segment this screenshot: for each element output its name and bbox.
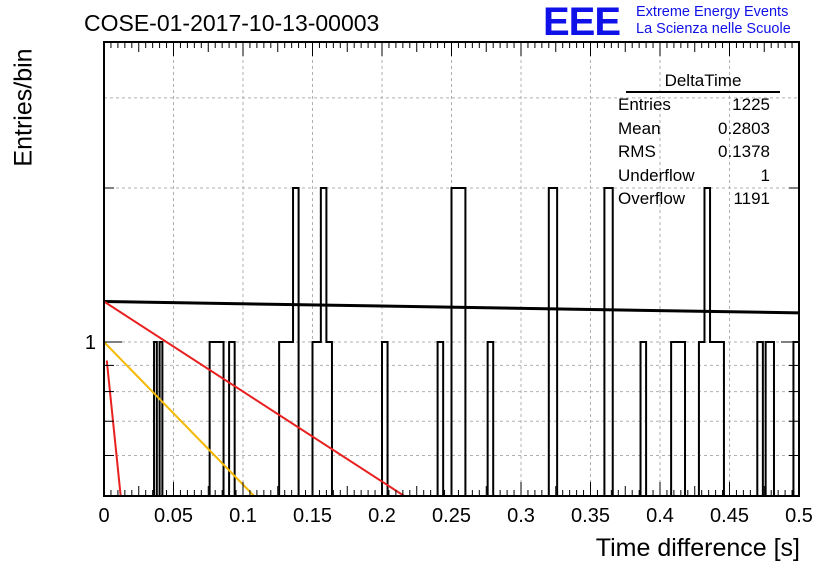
y-axis-label: Entries/bin — [9, 48, 38, 167]
x-tick-label: 0.15 — [293, 505, 332, 527]
x-tick-label: 0.25 — [432, 505, 471, 527]
stats-row: Mean 0.2803 — [612, 117, 780, 141]
fit-curve-orange — [103, 341, 255, 497]
fit-curve-red — [103, 300, 405, 497]
logo-caption-line2: La Scienza nelle Scuole — [636, 21, 791, 37]
stats-row: Entries 1225 — [612, 93, 780, 117]
stats-value: 0.2803 — [718, 118, 770, 138]
stats-label: Mean — [618, 118, 661, 138]
stats-label: RMS — [618, 142, 656, 161]
fit-curve-black — [103, 299, 800, 315]
stats-value: 0.1378 — [718, 142, 770, 161]
x-axis-label: Time difference [s] — [595, 534, 800, 562]
logo-caption: Extreme Energy Events La Scienza nelle S… — [636, 4, 791, 38]
eee-logo: EEE — [543, 0, 621, 44]
x-tick-label: 0.2 — [368, 505, 396, 527]
stats-box: DeltaTime Entries 1225 Mean 0.2803 RMS 0.13… — [612, 70, 780, 211]
stats-value: 1 — [760, 165, 770, 185]
stats-label: Underflow — [618, 165, 695, 185]
y-tick-label: 1 — [85, 332, 96, 354]
stats-box-title: DeltaTime — [626, 70, 780, 93]
stats-row: Overflow 1191 — [612, 187, 780, 211]
run-title: COSE-01-2017-10-13-00003 — [84, 10, 380, 36]
x-tick-label: 0.45 — [710, 505, 749, 527]
x-tick-label: 0.05 — [154, 505, 193, 527]
stats-row: RMS 0.1378 — [612, 140, 780, 164]
stats-label: Overflow — [618, 189, 686, 208]
stats-value: 1225 — [732, 95, 770, 114]
x-tick-label: 0.1 — [229, 505, 257, 527]
x-tick-label: 0.35 — [571, 505, 610, 527]
x-tick-label: 0.3 — [507, 505, 535, 527]
fit-curve-red — [105, 360, 122, 497]
stats-value: 1191 — [733, 189, 770, 208]
x-tick-label: 0.5 — [785, 505, 813, 527]
stats-row: Underflow 1 — [612, 164, 780, 188]
stats-label: Entries — [618, 95, 671, 114]
x-tick-label: 0 — [98, 505, 109, 527]
logo-caption-line1: Extreme Energy Events — [636, 4, 789, 20]
x-tick-label: 0.4 — [646, 505, 674, 527]
